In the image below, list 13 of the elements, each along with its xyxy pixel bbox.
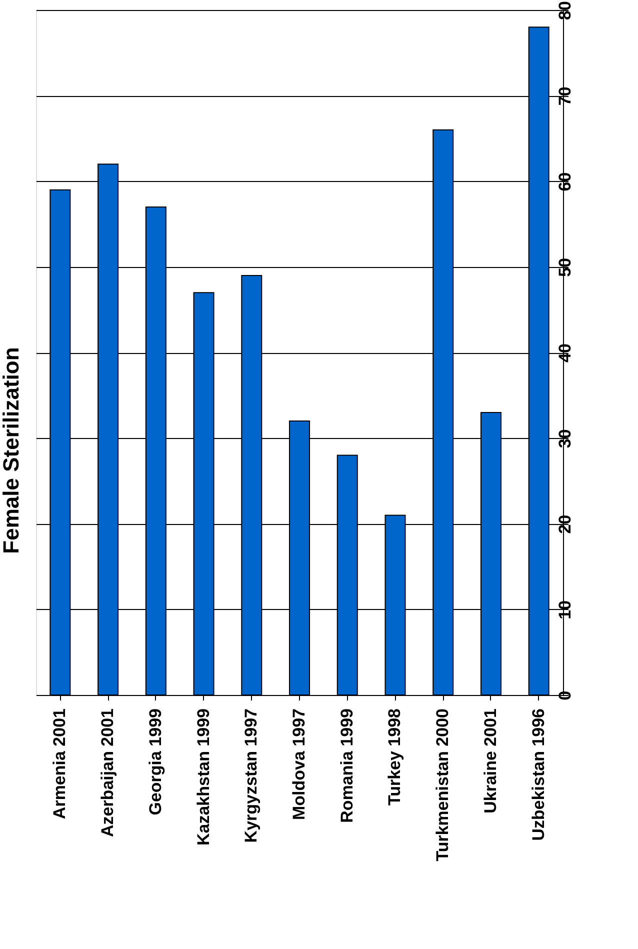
x-tick-label: Armenia 2001 bbox=[50, 708, 70, 820]
x-tick-label: Ukraine 2001 bbox=[480, 708, 500, 814]
x-tick-label: Kyrgyzstan 1997 bbox=[242, 708, 261, 843]
y-axis-title: Female Sterilization bbox=[0, 347, 24, 554]
x-tick-label: Uzbekistan 1996 bbox=[528, 708, 548, 841]
x-tick-label: Moldova 1997 bbox=[290, 708, 308, 820]
x-tick-label: Romania 1999 bbox=[337, 708, 356, 823]
x-tick-label: Turkey 1998 bbox=[385, 708, 404, 806]
x-tick-label: Georgia 1999 bbox=[146, 708, 165, 816]
x-tick-label: Turkmenistan 2000 bbox=[433, 708, 452, 862]
x-tick-label: Kazakhstan 1999 bbox=[194, 708, 213, 846]
x-tick-label: Azerbaijan 2001 bbox=[98, 708, 118, 838]
y-tick-label: 80 bbox=[556, 1, 574, 20]
